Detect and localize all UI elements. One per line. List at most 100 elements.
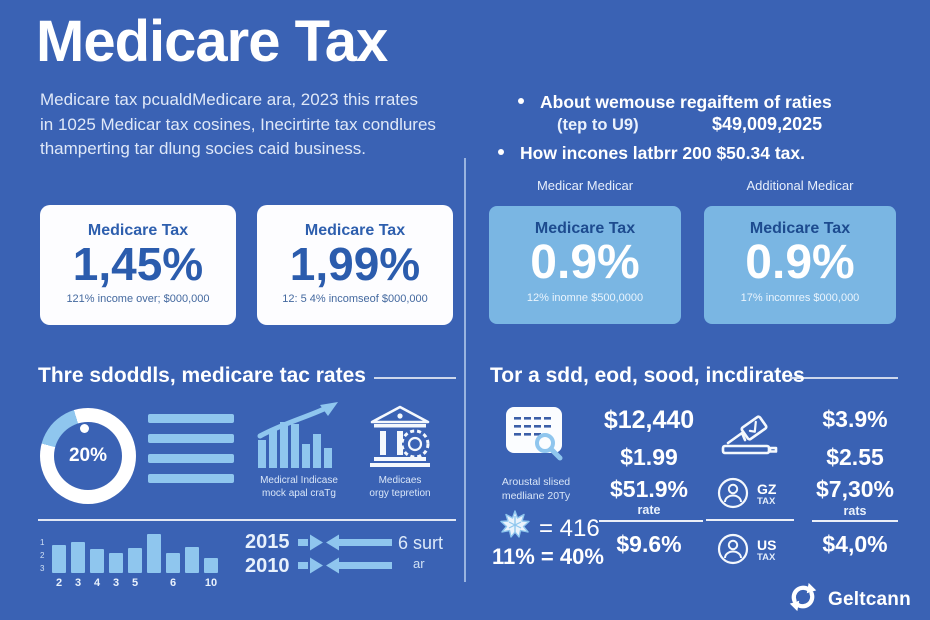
caption-line-2: mock apal craTg [262,488,336,499]
bar [128,548,142,573]
intro-line-1: Medicare tax pcualdMedicare ara, 2023 th… [40,90,418,109]
percent-equation: 11% = 40% [492,544,604,569]
intro-line-3: thamperting tar dlung socies caid busine… [40,139,367,159]
card-value: 0.9% [745,236,855,289]
stat-value: $4,0% [822,531,888,557]
mini-bar-chart-bars [52,531,218,573]
leaf-equation: = 416 [500,510,600,547]
maple-leaf-icon [500,510,530,547]
tax-badge-line-1: US [757,537,777,554]
list-bars-icon [148,414,234,494]
donut-center-value: 20% [68,445,108,466]
donut-hole: 20% [54,422,122,490]
card-note: 12% inomne $500,0000 [526,292,644,305]
rate-card-4: Medicare Tax 0.9% 17% incomres $000,000 [704,206,896,324]
bar [148,474,234,483]
card-4-label: Additional Medicar [746,178,854,193]
heading-rule [374,377,456,379]
tax-badge-line-2: TAX [757,552,776,564]
card-value: 1,99% [289,238,421,290]
stat-value: $51.9% [609,476,688,502]
growth-icon-caption: Medicral Indicase mock apal craTg [240,474,358,500]
rate-card-2: Medicare Tax 1,99% 12: 5 4% incomseof $0… [257,205,453,325]
x-tick-label: 2 [55,577,63,589]
tax-badge-line-2: TAX [757,496,776,508]
caption-line-1: Medicral Indicase [260,475,338,486]
brand-logo: Geltcann [786,580,911,619]
stat-value: $3.9% [822,406,888,432]
us-tax-badge: US TAX [717,533,776,570]
bullet-item-1: About wemouse regaiftem of raties [518,92,832,113]
bullet-1-sub-left: (tep to U9) [557,116,639,134]
caption-line-2: medliane 20Ty [501,489,571,502]
bar [148,454,234,463]
person-icon [717,477,749,514]
circular-arrows-icon [786,580,820,619]
x-tick-label: 3 [74,577,82,589]
left-section-heading: Thre sdoddls, medicare tac rates [38,364,366,387]
year-bottom: 2010 [245,555,290,577]
leaf-equation-text: = 416 [539,514,600,542]
bank-icon-caption: Medicaes orgy tepretion [352,474,448,500]
rate-card-3: Medicare Tax 0.9% 12% inomne $500,0000 [489,206,681,324]
bar [148,414,234,423]
y-tick-label: 3 [40,564,45,573]
bar [71,542,85,573]
card-title: Medicare Tax [534,220,636,237]
stat-divider-label: rate [637,503,661,517]
bar [52,545,66,573]
bar [204,558,218,573]
x-tick-label: 6 [169,577,177,589]
stat-value: $12,440 [603,406,695,434]
stat-value: $7,30% [815,476,894,502]
y-tick-label: 1 [40,538,45,547]
bank-building-icon [368,403,432,474]
document-icon-caption: Aroustal slised medliane 20Ty [482,476,590,503]
x-tick-label: 3 [112,577,120,589]
vertical-divider [464,158,466,582]
card-note: 17% incomres $000,000 [740,292,860,305]
page-title: Medicare Tax [36,9,388,74]
bar [147,534,161,573]
bar [185,547,199,573]
card-note: 12: 5 4% incomseof $000,000 [282,293,428,306]
intro-paragraph: Medicare tax pcualdMedicare ara, 2023 th… [40,88,460,162]
heading-rule [790,377,898,379]
card-note: 121% income over; $000,000 [66,293,210,306]
caption-line-1: Aroustal slised [501,476,571,488]
bar [109,553,123,573]
card-3-label: Medicar Medicar [536,178,634,193]
bar [90,549,104,573]
card-value: 0.9% [530,236,640,289]
bullet-1-text: About wemouse regaiftem of raties [540,92,832,112]
badge-divider-line [706,519,794,521]
year-labels: 2015 2010 [245,530,290,578]
bar [166,553,180,573]
rate-card-1: Medicare Tax 1,45% 121% income over; $00… [40,205,236,325]
tax-badge-line-1: GZ [757,481,777,498]
donut-chart-icon: 20% [40,408,136,504]
stat-value: $9.6% [616,531,682,557]
gz-tax-badge: GZ TAX [717,477,776,514]
stat-divider-label: rats [843,504,867,518]
caption-line-1: Medicaes [378,475,422,486]
right-section-heading: Tor a sdd, eod, sood, incdirates [490,364,805,387]
stat-value: $2.55 [826,444,884,470]
bar [148,434,234,443]
person-icon [717,533,749,570]
converging-arrows-icon [298,531,394,582]
horizontal-separator [38,519,456,521]
mini-bar-chart-labels: 2 3 4 3 5 6 10 [52,577,222,591]
arrow-note-line-1: 6 surt [398,533,444,553]
donut-dot [80,424,89,433]
stat-divider-line [599,520,703,522]
stat-value: $1.99 [620,444,678,470]
x-tick-label: 4 [93,577,101,589]
bullet-dot-icon [498,149,504,155]
ballot-box-icon [718,413,778,468]
growth-chart-icon [256,400,340,475]
x-tick-label: 5 [131,577,139,589]
mini-bar-chart-yticks: 1 2 3 [40,538,44,573]
card-title: Medicare Tax [87,222,189,239]
